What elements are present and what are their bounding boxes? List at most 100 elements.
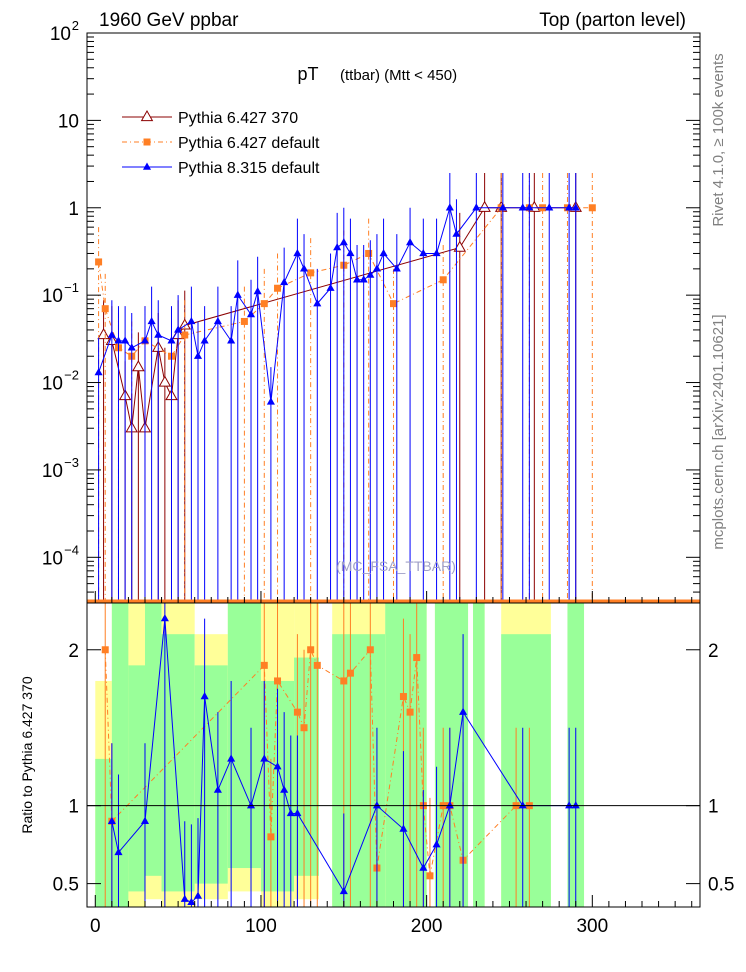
ratio-series-0-point-8	[313, 661, 321, 669]
band-green-6	[227, 603, 261, 869]
series-1-point-9	[274, 284, 282, 292]
ratio-series-1-point-19	[419, 863, 428, 871]
series-2-point-26	[346, 248, 355, 257]
ratio-series-0-point-14	[406, 708, 414, 716]
series-1-point-7	[240, 317, 248, 325]
legend-marker-0	[140, 109, 154, 122]
band-green-12	[473, 603, 485, 907]
ratio-series-1-point-1	[114, 847, 123, 856]
series-2-point-27	[353, 275, 362, 283]
series-2-point-32	[392, 264, 401, 272]
series-0-point-7	[158, 375, 172, 387]
series-0-point-12	[478, 200, 491, 212]
ratio-series-0-point-9	[340, 677, 348, 685]
top-y-tick-label-6: 10	[42, 548, 63, 569]
series-1-point-19	[588, 204, 596, 212]
ratio-series-1	[107, 603, 580, 907]
ratio-series-0-point-5	[293, 708, 301, 716]
chart-title-main: pT	[297, 64, 318, 84]
series-0-point-0	[97, 327, 110, 340]
legend-marker-1	[143, 138, 151, 146]
ratio-series-1-point-17	[372, 801, 381, 809]
series-1-point-1	[101, 305, 109, 313]
legend: Pythia 6.427 370 Pythia 6.427 default Pyth…	[122, 109, 320, 177]
ratio-series-0-point-13	[399, 693, 407, 701]
ratio-series-1-point-11	[260, 754, 269, 762]
ratio-series-1-point-8	[213, 785, 222, 793]
series-2-point-4	[127, 343, 136, 351]
series-2-point-41	[525, 203, 534, 211]
analysis-watermark: (MC_FSA_TTBAR)	[336, 558, 456, 574]
ratio-series-1-point-4	[180, 894, 189, 902]
legend-label-1: Pythia 6.427 default	[178, 135, 320, 152]
series-2-point-2	[114, 336, 123, 344]
ratio-series-1-point-21	[445, 801, 454, 809]
ratio-series-1-point-0	[107, 816, 116, 824]
series-1-point-13	[390, 300, 397, 308]
ratio-series-1-point-23	[518, 801, 527, 809]
ratio-series-1-point-18	[399, 824, 408, 832]
ratio-series-0-point-4	[274, 677, 282, 685]
legend-label-0: Pythia 6.427 370	[178, 110, 298, 127]
top-y-tick-label-4: 10	[42, 374, 63, 395]
ratio-series-1-point-7	[200, 692, 209, 700]
series-2-point-11	[193, 351, 203, 359]
legend-marker-2	[142, 162, 152, 170]
ratio-uncertainty-band	[95, 603, 585, 907]
top-y-tick-label-2: 1	[68, 199, 79, 220]
ratio-series-0-point-3	[267, 833, 275, 841]
ratio-series-1-point-22	[459, 707, 468, 715]
ratio-panel-series	[87, 603, 700, 907]
series-2-point-42	[545, 203, 554, 211]
ratio-series-1-point-16	[339, 886, 348, 895]
series-1-point-6	[181, 331, 189, 339]
series-2-point-21	[299, 264, 309, 272]
ratio-series-1-point-13	[280, 785, 289, 793]
series-2-point-6	[147, 316, 156, 325]
ratio-series-0-point-0	[101, 646, 109, 654]
ratio-series-1-point-24	[565, 801, 574, 809]
top-y-tick-label-1: 10	[58, 111, 79, 132]
series-2-point-24	[333, 243, 342, 251]
series-2-point-20	[293, 248, 302, 257]
series-2-point-33	[406, 238, 415, 246]
series-2-point-39	[498, 203, 507, 211]
header-left: 1960 GeV ppbar	[99, 10, 239, 31]
band-green-2	[128, 665, 145, 892]
ratio-y-tick-label-right-1: 1	[708, 797, 719, 818]
ratio-series-1-point-3	[160, 614, 169, 622]
series-2-point-18	[266, 397, 275, 405]
header-right: Top (parton level)	[539, 10, 686, 31]
ratio-series-1-point-15	[293, 808, 302, 817]
series-2-point-10	[187, 316, 196, 325]
series-2-point-5	[140, 336, 150, 344]
series-2-point-35	[432, 248, 441, 257]
series-1-point-8	[260, 300, 268, 308]
series-2-point-43	[565, 203, 574, 211]
series-2-point-31	[379, 248, 388, 257]
series-2-point-44	[571, 203, 580, 211]
ratio-series-1-point-14	[286, 808, 295, 817]
ratio-series-0-point-11	[366, 646, 374, 654]
series-2-point-19	[280, 277, 289, 286]
ratio-series-0-point-10	[346, 669, 354, 677]
series-2-point-15	[233, 290, 242, 298]
series-2-point-25	[339, 238, 348, 246]
top-y-tick-exp-0: 2	[72, 18, 79, 33]
top-y-tick-label-0: 10	[50, 24, 71, 45]
ratio-series-1-point-5	[187, 897, 196, 906]
series-2-point-22	[313, 299, 322, 307]
series-2-point-23	[326, 283, 335, 291]
series-2-point-14	[227, 336, 236, 344]
top-y-tick-label-5: 10	[42, 461, 63, 482]
band-green-5	[194, 665, 228, 884]
series-1-point-0	[95, 258, 103, 266]
chart-title-sub: (ttbar) (Mtt < 450)	[340, 67, 457, 84]
ratio-series-1-point-6	[193, 891, 203, 899]
ratio-y-tick-label-2: 2	[68, 641, 79, 662]
ratio-series-1-point-20	[432, 840, 441, 848]
legend-label-2: Pythia 8.315 default	[178, 160, 320, 177]
series-2-point-8	[167, 336, 176, 344]
